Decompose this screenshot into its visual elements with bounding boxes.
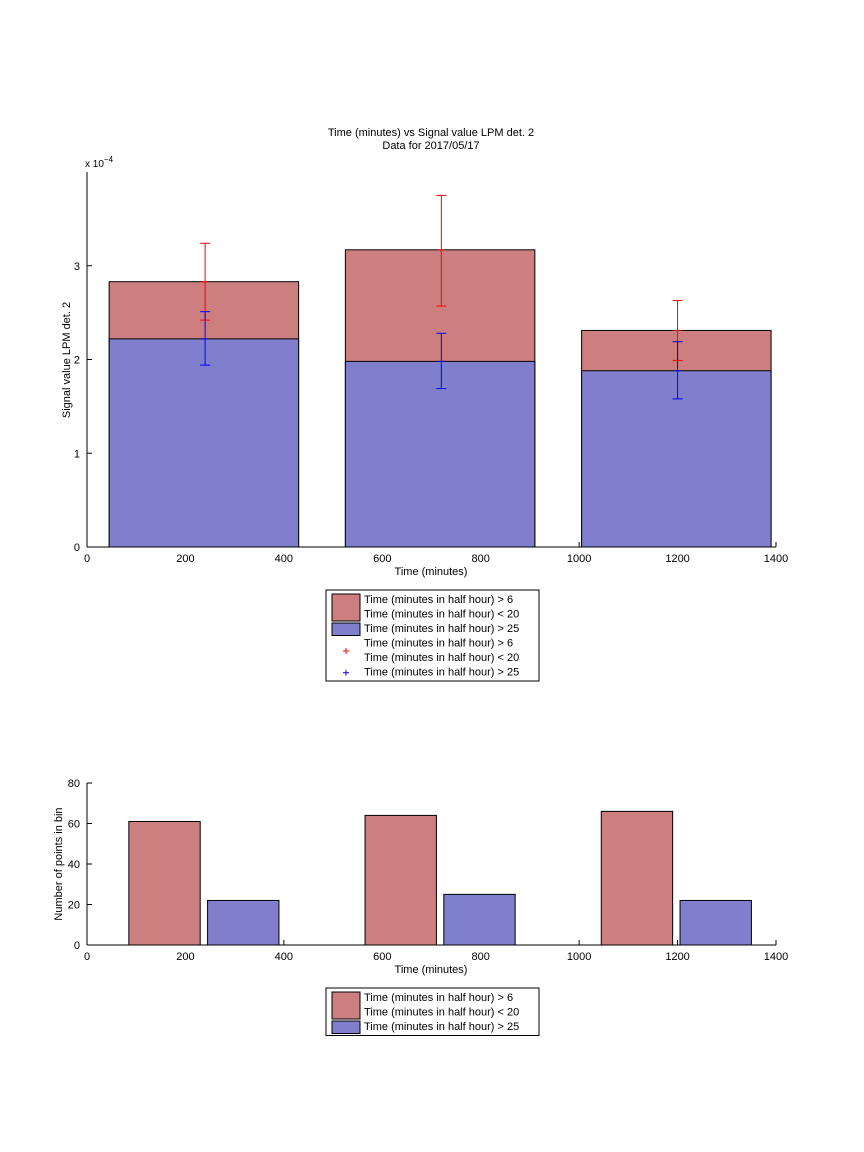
errorbar-red — [436, 194, 447, 307]
legend-label: Time (minutes in half hour) > 6 — [364, 992, 513, 1004]
x-tick-label: 800 — [472, 553, 490, 565]
legend-label: Time (minutes in half hour) < 20 — [364, 1007, 519, 1019]
x-tick-label: 600 — [373, 553, 391, 565]
legend-label: Time (minutes in half hour) > 25 — [364, 623, 519, 635]
bar-blue — [443, 893, 516, 946]
y-axis-label: Number of points in bin — [53, 807, 65, 920]
bar-red — [364, 814, 437, 946]
x-tick-label: 1000 — [567, 553, 591, 565]
axes-2: 0 200 400 600 800 1000 1200 1400 0 20 40 60 80 — [68, 778, 788, 963]
x-tick-label: 1000 — [567, 951, 591, 963]
y-tick-label: 0 — [74, 940, 80, 952]
legend-label: Time (minutes in half hour) > 6 — [364, 638, 513, 650]
x-axis-label: Time (minutes) — [395, 566, 468, 578]
legend-plus-blue — [343, 669, 349, 676]
bar-blue — [207, 899, 280, 946]
chart-title: Time (minutes) vs Signal value LPM det. … — [328, 127, 534, 139]
legend-swatch-red — [331, 593, 361, 622]
x-tick-label: 1400 — [764, 951, 788, 963]
y-tick-label: 2 — [74, 355, 80, 367]
errorbar-blue — [200, 311, 211, 366]
legend-box — [325, 589, 540, 682]
y-tick-label: 1 — [74, 448, 80, 460]
x-tick-label: 0 — [84, 951, 90, 963]
legend-box — [325, 987, 540, 1036]
legend-label: Time (minutes in half hour) < 20 — [364, 652, 519, 664]
bar-red — [600, 810, 674, 946]
x-tick-label: 1200 — [665, 553, 689, 565]
errorbar-blue — [672, 341, 683, 400]
legend-swatch-blue — [331, 622, 361, 636]
legend-plus-red — [343, 648, 349, 654]
y-tick-label: 80 — [68, 778, 80, 790]
legend-2: Time (minutes in half hour) > 6 Time (min… — [325, 987, 540, 1036]
legend-label: Time (minutes in half hour) > 25 — [364, 667, 519, 679]
bar-blue — [108, 338, 300, 548]
bar-blue — [344, 360, 536, 548]
y-exponent-label: x 10−4 — [85, 155, 114, 170]
x-tick-label: 200 — [176, 951, 194, 963]
x-tick-label: 600 — [373, 951, 391, 963]
legend-label: Time (minutes in half hour) > 25 — [364, 1021, 519, 1033]
y-axis-label: Signal value LPM det. 2 — [61, 302, 73, 418]
bar-blue — [581, 370, 772, 548]
y-tick-label: 20 — [68, 900, 80, 912]
errorbar-blue — [436, 332, 447, 390]
legend-swatch-red — [331, 991, 361, 1020]
x-tick-label: 0 — [84, 553, 90, 565]
x-tick-label: 1400 — [764, 553, 788, 565]
axes-1: 0 200 400 600 800 1000 1200 1400 0 1 2 3 — [74, 172, 788, 565]
x-tick-label: 400 — [275, 951, 293, 963]
bar-red — [128, 820, 201, 946]
legend-label: Time (minutes in half hour) > 6 — [364, 594, 513, 606]
y-tick-label: 40 — [68, 859, 80, 871]
x-tick-label: 200 — [176, 553, 194, 565]
x-tick-label: 400 — [275, 553, 293, 565]
legend-swatch-blue — [331, 1020, 361, 1034]
legend-label: Time (minutes in half hour) < 20 — [364, 609, 519, 621]
y-tick-label: 60 — [68, 819, 80, 831]
x-axis-label: Time (minutes) — [395, 964, 468, 976]
y-tick-label: 3 — [74, 261, 80, 273]
y-tick-label: 0 — [74, 542, 80, 554]
bar-blue — [679, 899, 752, 946]
chart-subtitle: Data for 2017/05/17 — [382, 140, 479, 152]
x-tick-label: 1200 — [665, 951, 689, 963]
legend-1: Time (minutes in half hour) > 6 Time (min… — [325, 589, 540, 682]
x-tick-label: 800 — [472, 951, 490, 963]
